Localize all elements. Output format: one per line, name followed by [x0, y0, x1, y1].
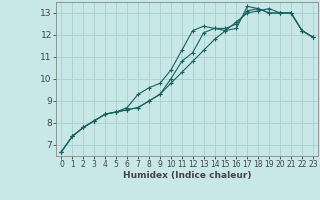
X-axis label: Humidex (Indice chaleur): Humidex (Indice chaleur) — [123, 171, 252, 180]
